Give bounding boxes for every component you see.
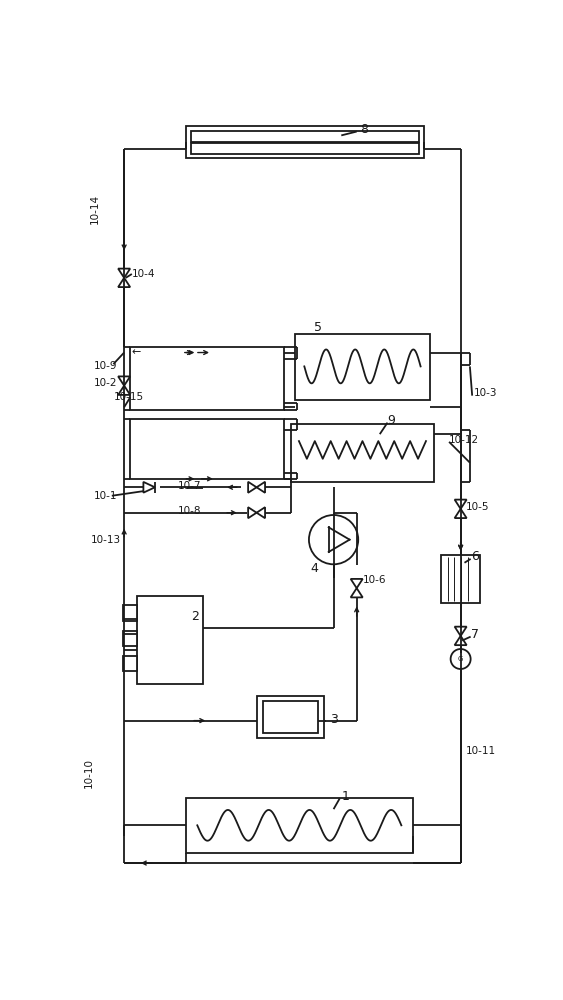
Polygon shape — [118, 376, 130, 386]
Text: 10-2: 10-2 — [93, 378, 117, 388]
Text: 10-5: 10-5 — [466, 502, 489, 512]
Bar — [263, 701, 318, 733]
Text: 6: 6 — [471, 550, 479, 563]
Polygon shape — [144, 482, 155, 493]
Text: 10-4: 10-4 — [132, 269, 155, 279]
Bar — [186, 798, 413, 853]
Polygon shape — [257, 507, 265, 518]
Polygon shape — [455, 627, 467, 636]
Polygon shape — [118, 278, 130, 287]
Text: 10-3: 10-3 — [473, 388, 497, 398]
Text: 4: 4 — [310, 562, 318, 575]
Text: 9: 9 — [387, 414, 395, 427]
Text: 10-9: 10-9 — [93, 361, 117, 371]
Text: 10-1: 10-1 — [93, 491, 117, 501]
Text: 7: 7 — [471, 628, 479, 641]
Bar — [291, 424, 434, 482]
Text: 10-15: 10-15 — [114, 392, 144, 402]
Bar — [123, 656, 137, 671]
Polygon shape — [455, 500, 467, 509]
Text: ←: ← — [132, 348, 141, 358]
Text: 3: 3 — [330, 713, 338, 726]
Circle shape — [309, 515, 358, 564]
Bar — [123, 605, 137, 620]
Text: 10-10: 10-10 — [84, 758, 93, 788]
Polygon shape — [248, 482, 257, 493]
Text: 2: 2 — [191, 610, 199, 623]
Bar — [137, 596, 203, 684]
Bar — [441, 555, 480, 603]
Text: 10-7: 10-7 — [178, 481, 202, 491]
Bar — [257, 696, 324, 738]
Bar — [191, 143, 419, 154]
Polygon shape — [248, 507, 257, 518]
Bar — [295, 334, 430, 400]
Text: 10-13: 10-13 — [91, 535, 121, 545]
Polygon shape — [118, 386, 130, 395]
Bar — [129, 347, 284, 410]
Text: 1: 1 — [341, 790, 349, 803]
Polygon shape — [257, 482, 265, 493]
Circle shape — [450, 649, 471, 669]
Polygon shape — [351, 579, 363, 588]
Text: 10-8: 10-8 — [178, 506, 202, 516]
Text: G: G — [458, 656, 463, 662]
Bar — [123, 631, 137, 646]
Polygon shape — [455, 636, 467, 645]
Bar — [129, 419, 284, 479]
Bar — [186, 126, 425, 158]
Text: 10-12: 10-12 — [449, 435, 479, 445]
Text: 5: 5 — [314, 321, 323, 334]
Polygon shape — [351, 588, 363, 597]
Polygon shape — [118, 269, 130, 278]
Text: 10-6: 10-6 — [363, 575, 386, 585]
Polygon shape — [349, 426, 358, 437]
Text: 10-11: 10-11 — [466, 746, 496, 756]
Text: 10-14: 10-14 — [90, 193, 100, 224]
Bar — [191, 131, 419, 142]
Polygon shape — [341, 426, 349, 437]
Text: 8: 8 — [360, 123, 369, 136]
Polygon shape — [455, 509, 467, 518]
